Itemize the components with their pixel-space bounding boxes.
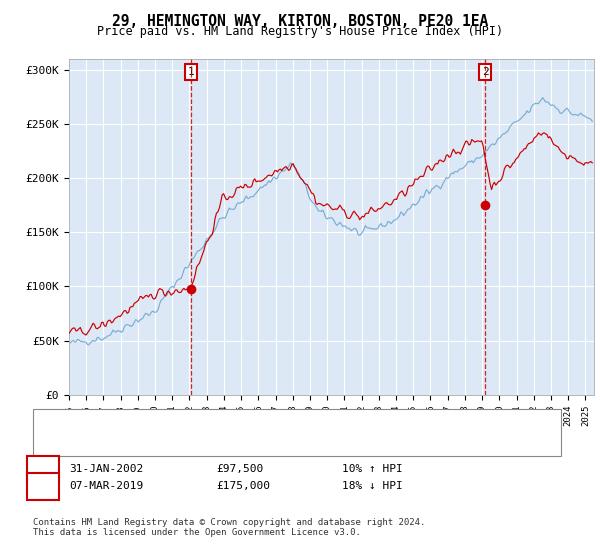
Text: 31-JAN-2002: 31-JAN-2002: [69, 464, 143, 474]
Text: 2: 2: [39, 481, 46, 491]
Text: 29, HEMINGTON WAY, KIRTON, BOSTON, PE20 1EA (detached house): 29, HEMINGTON WAY, KIRTON, BOSTON, PE20 …: [84, 414, 459, 424]
Text: Contains HM Land Registry data © Crown copyright and database right 2024.
This d: Contains HM Land Registry data © Crown c…: [33, 518, 425, 538]
Text: 10% ↑ HPI: 10% ↑ HPI: [342, 464, 403, 474]
Text: £175,000: £175,000: [216, 481, 270, 491]
Text: 18% ↓ HPI: 18% ↓ HPI: [342, 481, 403, 491]
Text: Price paid vs. HM Land Registry's House Price Index (HPI): Price paid vs. HM Land Registry's House …: [97, 25, 503, 38]
Text: 1: 1: [39, 464, 46, 474]
Text: 1: 1: [187, 67, 194, 77]
Text: HPI: Average price, detached house, Boston: HPI: Average price, detached house, Bost…: [84, 439, 347, 449]
Text: £97,500: £97,500: [216, 464, 263, 474]
Text: 29, HEMINGTON WAY, KIRTON, BOSTON, PE20 1EA: 29, HEMINGTON WAY, KIRTON, BOSTON, PE20 …: [112, 14, 488, 29]
Text: 2: 2: [482, 67, 488, 77]
Text: 07-MAR-2019: 07-MAR-2019: [69, 481, 143, 491]
